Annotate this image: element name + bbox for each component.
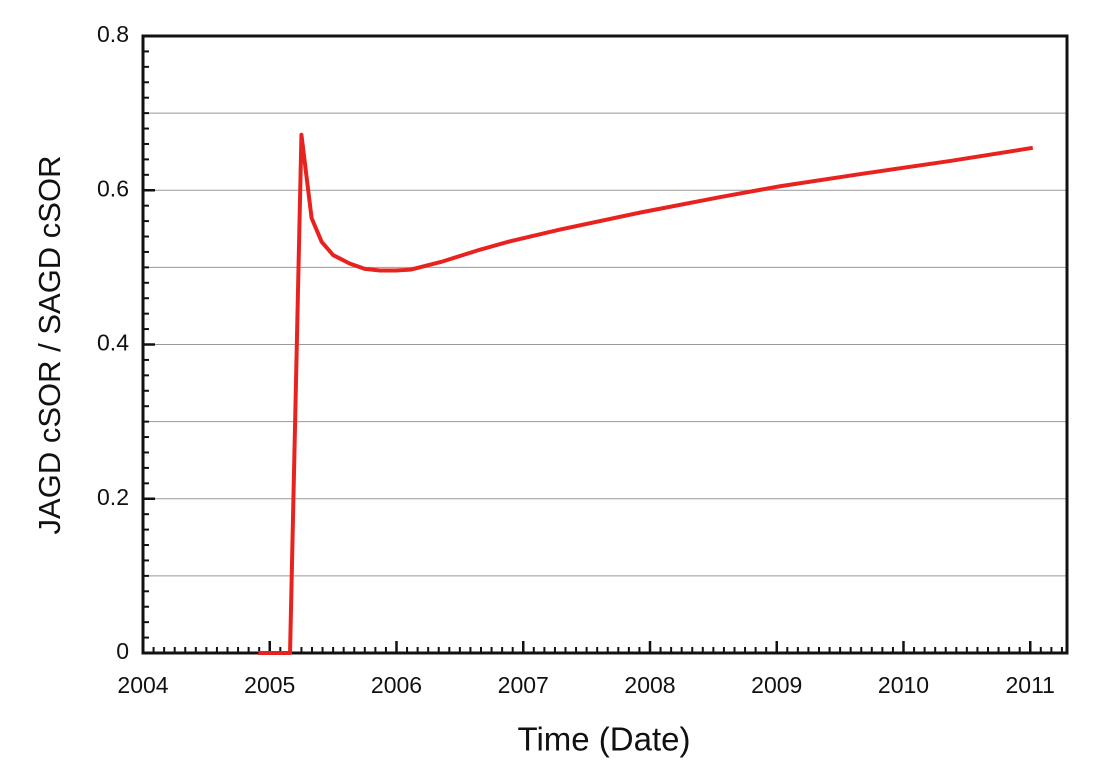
plot-frame <box>141 34 1069 655</box>
y-axis-label: JAGD cSOR / SAGD cSOR <box>32 156 67 535</box>
x-tick-label: 2005 <box>244 672 295 698</box>
y-tick-label: 0.8 <box>97 21 129 47</box>
x-tick-label: 2010 <box>878 672 929 698</box>
x-tick-label: 2009 <box>751 672 802 698</box>
x-tick-label: 2007 <box>498 672 549 698</box>
y-tick-label: 0.2 <box>97 484 129 510</box>
y-tick-label: 0 <box>116 638 129 664</box>
x-tick-label: 2006 <box>371 672 422 698</box>
x-tick-label: 2011 <box>1006 672 1055 698</box>
x-tick-label: 2004 <box>117 672 168 698</box>
y-tick-label: 0.6 <box>97 175 129 201</box>
x-axis-label: Time (Date) <box>518 721 691 758</box>
x-tick-label: 2008 <box>624 672 675 698</box>
y-tick-label: 0.4 <box>97 330 129 356</box>
data-line <box>258 132 1034 655</box>
